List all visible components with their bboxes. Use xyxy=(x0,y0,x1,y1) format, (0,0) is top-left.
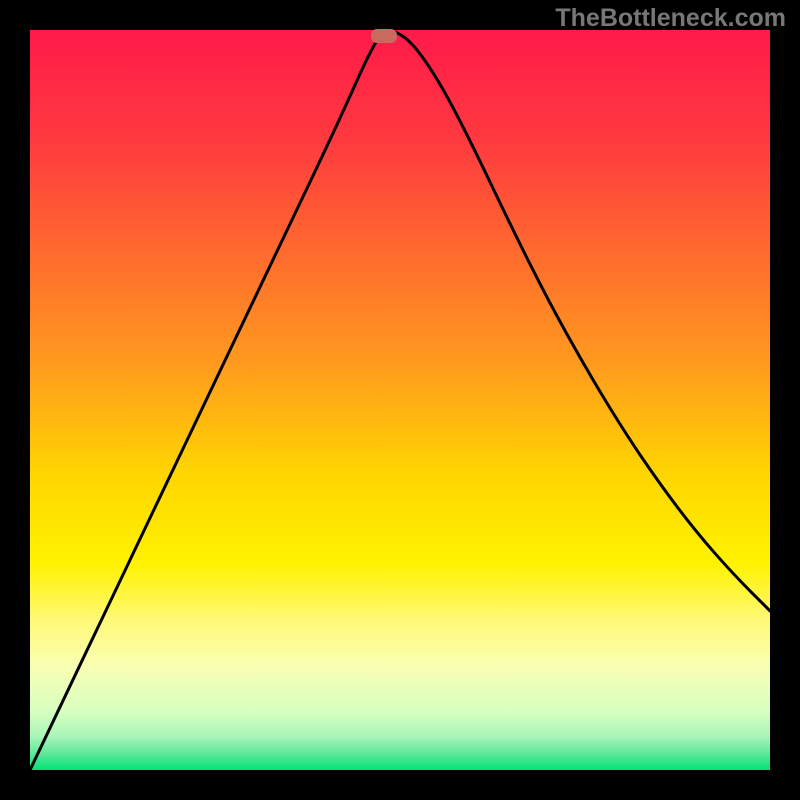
optimum-marker xyxy=(371,29,397,43)
plot-area xyxy=(30,30,770,770)
bottleneck-curve xyxy=(30,31,770,770)
chart-container: TheBottleneck.com xyxy=(0,0,800,800)
watermark-text: TheBottleneck.com xyxy=(555,4,786,33)
bottleneck-curve-svg xyxy=(30,30,770,770)
